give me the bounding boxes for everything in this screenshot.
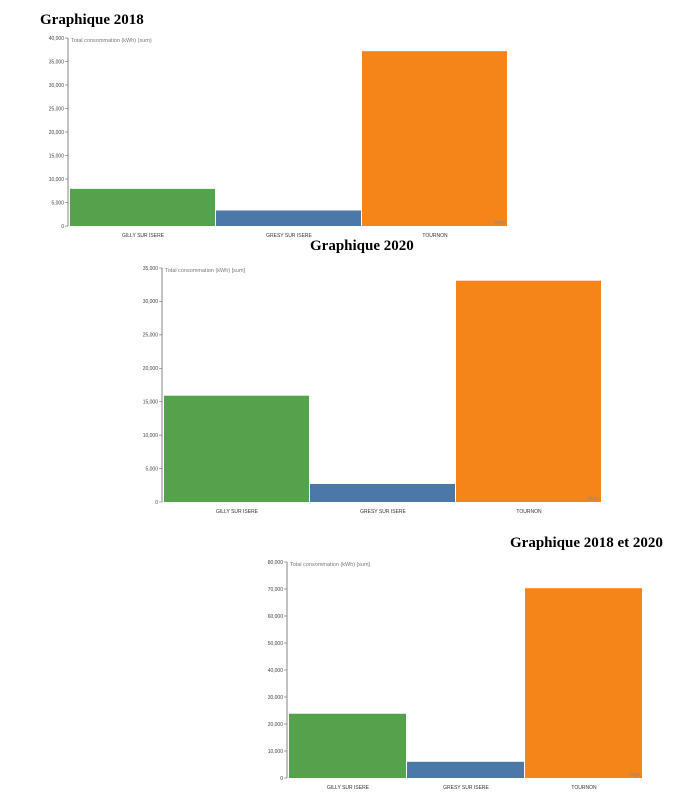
x-tick-label: TOURNON	[422, 233, 448, 239]
bar-gresy-sur-isere	[407, 761, 524, 778]
y-tick-label: 10,000	[143, 433, 159, 439]
y-tick-label: 30,000	[49, 83, 65, 89]
y-tick-label: 5,000	[145, 466, 158, 472]
y-tick-label: 15,000	[143, 400, 159, 406]
y-tick-label: 10,000	[49, 177, 65, 183]
y-tick-label: 30,000	[143, 299, 159, 305]
x-tick-label: GILLY SUR ISERE	[122, 233, 165, 239]
chart-heading-2020: Graphique 2020	[310, 238, 414, 254]
bar-tournon	[362, 51, 507, 226]
bar-gilly-sur-isere	[164, 395, 309, 502]
x-tick-label: TOURNON	[571, 785, 597, 791]
bar-gilly-sur-isere	[289, 713, 406, 778]
chart-heading-2018-2020: Graphique 2018 et 2020	[510, 535, 663, 551]
y-tick-label: 20,000	[268, 722, 284, 728]
vega-watermark: Vega	[494, 220, 506, 226]
y-axis-title: Total consommation (kWh) (sum)	[71, 38, 152, 44]
bar-chart-2018-2020: GILLY SUR ISERE GRESY SUR ISERE TOURNON 0 10…	[268, 560, 642, 791]
y-tick-label: 35,000	[49, 59, 65, 65]
y-tick-label: 80,000	[268, 560, 284, 566]
y-tick-label: 0	[155, 500, 158, 506]
y-tick-label: 20,000	[49, 130, 65, 136]
y-tick-label: 0	[280, 776, 283, 782]
x-tick-label: GRESY SUR ISERE	[360, 509, 406, 515]
y-axis-title: Total consommation (kWh) [sum]	[290, 562, 371, 568]
vega-watermark: Vega	[588, 496, 600, 502]
y-axis-title: Total consommation (kWh) [sum]	[165, 268, 246, 274]
x-tick-label: GILLY SUR ISERE	[216, 509, 259, 515]
y-tick-label: 70,000	[268, 587, 284, 593]
bar-gilly-sur-isere	[70, 188, 215, 226]
bar-gresy-sur-isere	[216, 210, 361, 226]
bar-chart-2020: GILLY SUR ISERE GRESY SUR ISERE TOURNON 0 5,…	[143, 266, 601, 515]
y-tick-label: 20,000	[143, 366, 159, 372]
bar-tournon	[525, 588, 642, 778]
y-tick-label: 5,000	[51, 200, 64, 206]
y-tick-label: 30,000	[268, 695, 284, 701]
y-tick-label: 60,000	[268, 614, 284, 620]
y-tick-label: 25,000	[49, 106, 65, 112]
y-tick-label: 25,000	[143, 333, 159, 339]
y-tick-label: 15,000	[49, 153, 65, 159]
y-tick-label: 10,000	[268, 749, 284, 755]
y-tick-label: 50,000	[268, 641, 284, 647]
bar-tournon	[456, 280, 601, 502]
x-tick-label: TOURNON	[516, 509, 542, 515]
x-tick-label: GILLY SUR ISERE	[327, 785, 370, 791]
vega-watermark: Vega	[629, 772, 641, 778]
y-tick-label: 40,000	[268, 668, 284, 674]
bar-gresy-sur-isere	[310, 483, 455, 502]
chart-heading-2018: Graphique 2018	[40, 12, 144, 28]
y-tick-label: 40,000	[49, 36, 65, 42]
x-tick-label: GRESY SUR ISERE	[266, 233, 312, 239]
y-tick-label: 0	[61, 224, 64, 230]
y-tick-label: 35,000	[143, 266, 159, 272]
x-tick-label: GRESY SUR ISERE	[443, 785, 489, 791]
bar-chart-2018: GILLY SUR ISERE GRESY SUR ISERE TOURNON 0 5,…	[49, 36, 507, 239]
